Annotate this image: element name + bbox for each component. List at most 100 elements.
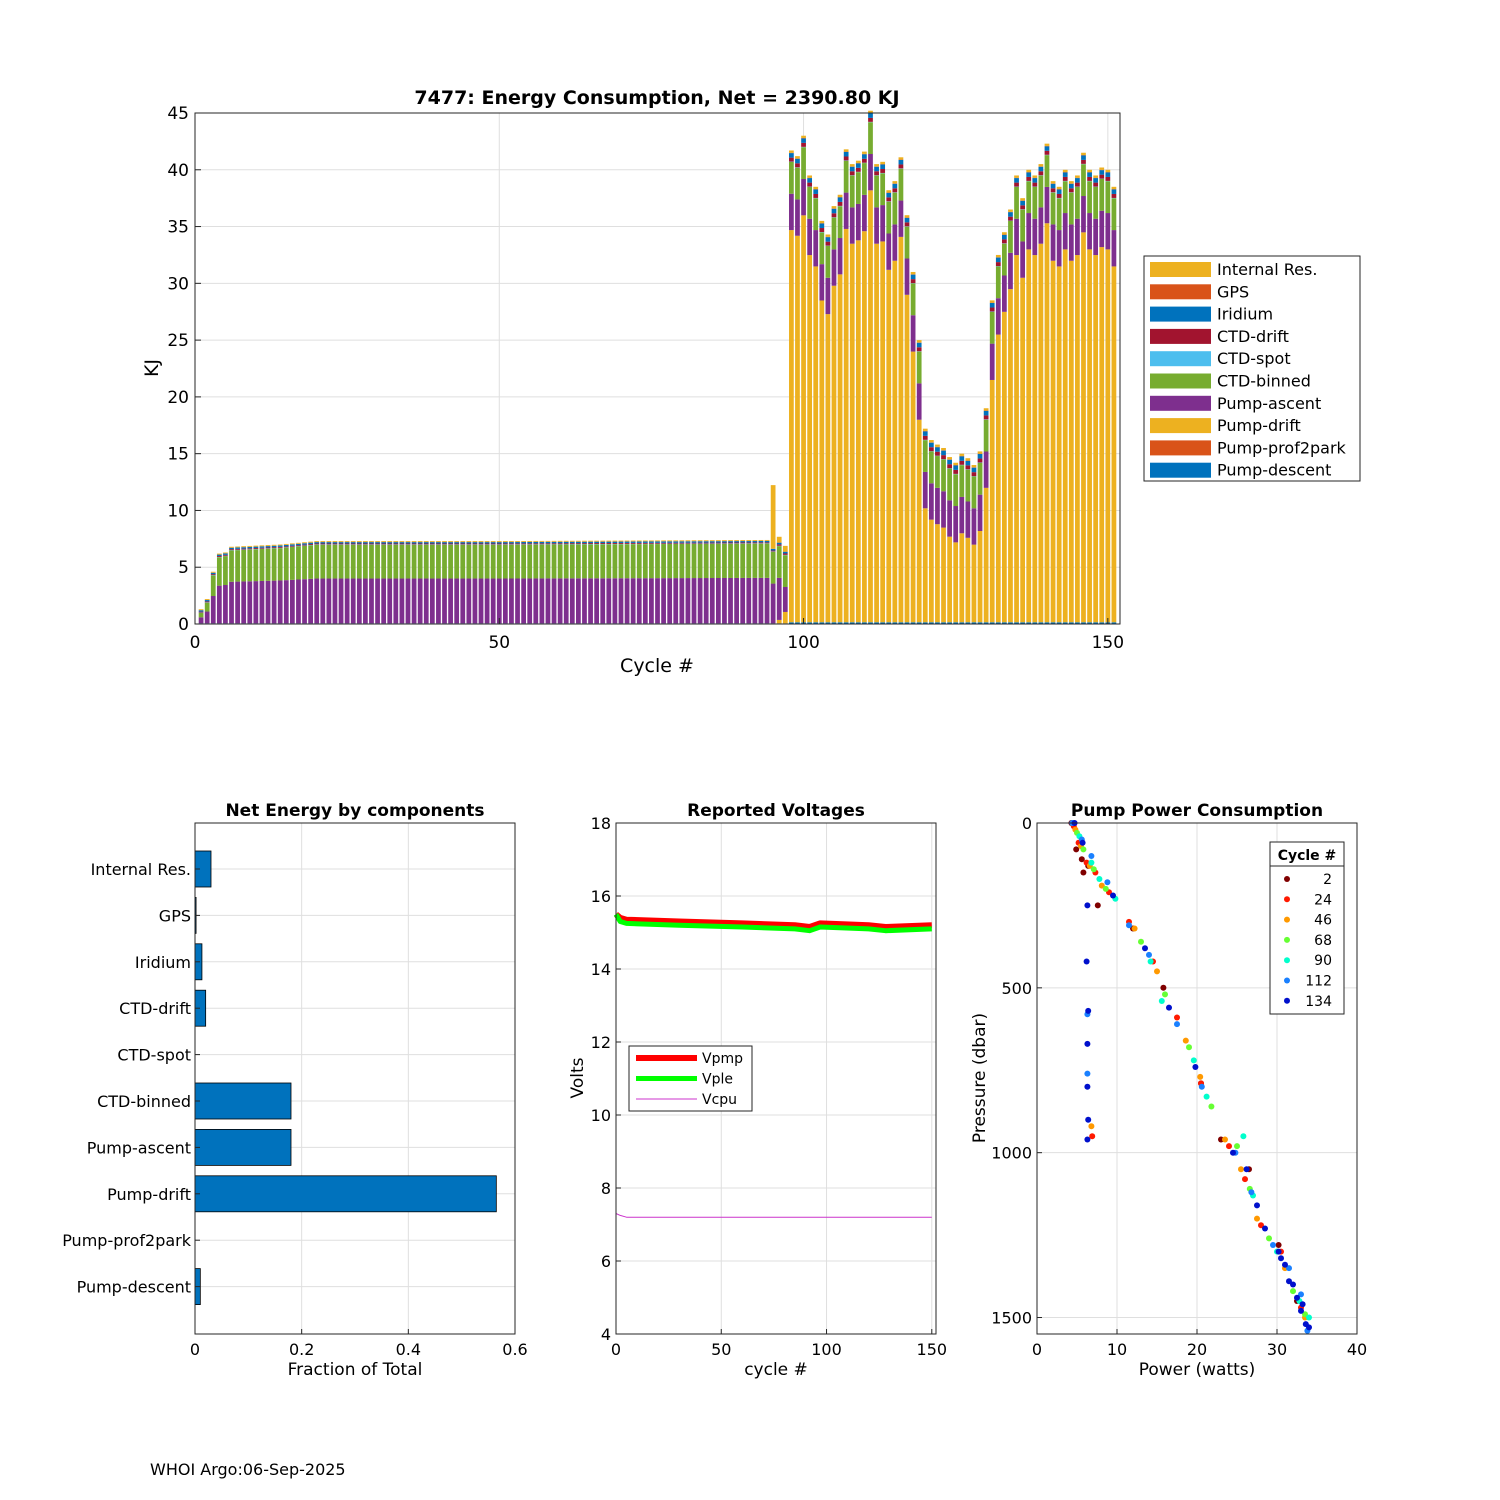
energy-bar-c9-iridium [247, 546, 253, 549]
energy-bar-c106-pump-ascent [837, 238, 843, 275]
energy-bar-c8-pump-ascent [241, 581, 247, 624]
energy-bar-c136-iridium [1020, 200, 1026, 206]
energy-bar-c124-pump-ascent [947, 500, 952, 537]
energy-bar-c118-pump-ascent [910, 315, 916, 352]
energy-bar-c25-ctd-binned [344, 544, 350, 579]
energy-bar-c101-pump-drift [807, 255, 813, 623]
energy-bar-c139-pump-drift [1038, 243, 1044, 623]
energy-ytick-label-2: 10 [167, 501, 189, 521]
energy-bar-c117-iridium [904, 217, 910, 223]
energy-bar-c76-ctd-drift [655, 542, 660, 544]
energy-bar-c86-pump-ascent [715, 578, 721, 624]
energy-bar-c138-iridium [1032, 178, 1038, 183]
energy-ticks: 0 50 100 150 0 5 10 15 20 25 30 35 40 45 [167, 104, 1124, 653]
energy-bar-c111-pump-drift [868, 190, 873, 623]
pump-point-c90-13 [1306, 1314, 1312, 1321]
energy-bar-c118-internal-res [910, 271, 916, 275]
energy-bar-c41-iridium [442, 542, 447, 544]
voltage-legend: Vpmp Vple Vcpu [628, 1045, 753, 1112]
energy-bar-c24-internal-res [338, 541, 344, 543]
energy-bar-c136-internal-res [1020, 198, 1026, 201]
energy-bar-c142-pump-drift [1056, 266, 1062, 623]
energy-bar-c32-ctd-binned [387, 544, 393, 579]
energy-bar-c59-ctd-binned [551, 544, 557, 579]
energy-bar-c142-iridium [1056, 189, 1062, 194]
energy-bar-c149-internal-res [1099, 167, 1105, 170]
comp-bar-5 [194, 1082, 292, 1120]
energy-legend-label-5: CTD-binned [1217, 372, 1311, 391]
energy-bar-c94-internal-res [764, 539, 770, 541]
volt-ytick-label-7: 18 [591, 814, 611, 833]
energy-bar-c48-ctd-drift [484, 543, 490, 545]
pump-point-c112-7 [1198, 1083, 1205, 1090]
energy-bar-c78-iridium [667, 541, 673, 543]
energy-bar-c26-ctd-binned [350, 544, 356, 579]
energy-bar-c97-ctd-drift [782, 553, 788, 555]
energy-bar-c129-internal-res [977, 451, 983, 454]
energy-bar-c29-ctd-drift [369, 543, 374, 545]
energy-bar-c115-pump-descent [892, 622, 898, 624]
energy-bar-c77-ctd-binned [661, 544, 666, 579]
energy-bar-c101-pump-ascent [807, 218, 813, 256]
energy-bar-c27-ctd-drift [356, 543, 362, 545]
energy-bar-c45-pump-ascent [466, 578, 472, 624]
energy-bar-c53-iridium [515, 542, 520, 544]
volt-ytick-label-2: 8 [601, 1179, 611, 1198]
pump-point-c134-19 [1294, 1294, 1300, 1301]
energy-bar-c144-pump-ascent [1068, 224, 1074, 261]
energy-bar-c127-internal-res [965, 458, 971, 461]
components-bars [194, 850, 497, 1305]
energy-bar-c84-internal-res [703, 540, 709, 542]
energy-bar-c65-ctd-binned [588, 544, 593, 579]
energy-bar-c143-ctd-drift [1062, 176, 1068, 181]
energy-bar-c123-pump-ascent [941, 491, 946, 528]
energy-legend-swatch-5 [1150, 373, 1211, 389]
energy-bar-c8-ctd-binned [241, 549, 247, 582]
energy-bar-c56-ctd-binned [533, 544, 539, 579]
energy-bar-c102-ctd-drift [813, 193, 819, 198]
energy-bar-c151-iridium [1111, 189, 1117, 194]
pump-point-c112-4 [1126, 922, 1132, 929]
energy-bar-c115-pump-ascent [892, 224, 898, 261]
energy-bar-c54-pump-ascent [521, 578, 526, 624]
energy-bar-c60-ctd-binned [557, 544, 563, 579]
energy-bar-c51-internal-res [502, 541, 508, 542]
energy-bar-c31-pump-ascent [381, 578, 387, 624]
energy-bar-c66-ctd-drift [594, 543, 600, 544]
energy-xtick-label-0: 0 [190, 633, 201, 653]
energy-bar-c125-internal-res [953, 462, 959, 466]
energy-bar-c142-pump-descent [1056, 622, 1062, 624]
pump-point-c112-6 [1174, 1021, 1180, 1028]
energy-bar-c89-pump-ascent [734, 577, 739, 624]
energy-bar-c20-ctd-binned [314, 544, 320, 579]
energy-bar-c103-pump-drift [819, 300, 825, 623]
energy-bar-c129-pump-ascent [977, 494, 983, 531]
pump-point-c46-3 [1098, 882, 1105, 889]
energy-bar-c140-pump-descent [1044, 622, 1050, 624]
energy-bar-c69-ctd-binned [612, 544, 618, 579]
energy-bar-c64-pump-ascent [582, 578, 587, 624]
volt-ytick-label-4: 12 [591, 1033, 611, 1052]
energy-bar-c29-pump-ascent [369, 578, 374, 624]
energy-bar-c35-internal-res [405, 541, 411, 543]
energy-bar-c124-pump-descent [947, 622, 952, 624]
energy-bar-c140-iridium [1044, 146, 1050, 151]
energy-bar-c110-pump-drift [862, 231, 867, 623]
energy-bar-c57-ctd-drift [539, 543, 545, 545]
energy-bar-c66-pump-ascent [594, 578, 600, 624]
volt-line-vpmp [614, 912, 932, 930]
energy-bar-c57-pump-ascent [539, 578, 545, 624]
energy-bar-c23-iridium [332, 542, 338, 544]
energy-bar-c92-pump-ascent [752, 577, 758, 624]
volt-ytick-label-5: 14 [591, 960, 611, 979]
voltage-grid [616, 823, 936, 1334]
energy-bar-c88-pump-ascent [728, 577, 733, 624]
energy-bar-c1-internal-res [198, 609, 204, 611]
energy-bar-c98-internal-res [789, 150, 794, 153]
energy-bar-c147-pump-drift [1087, 249, 1092, 623]
energy-bar-c99-ctd-drift [795, 163, 800, 168]
energy-bar-c93-pump-ascent [758, 577, 764, 624]
energy-bar-c103-iridium [819, 223, 825, 229]
pump-point-c68-2 [1090, 866, 1097, 873]
energy-bar-c70-ctd-drift [618, 542, 624, 544]
